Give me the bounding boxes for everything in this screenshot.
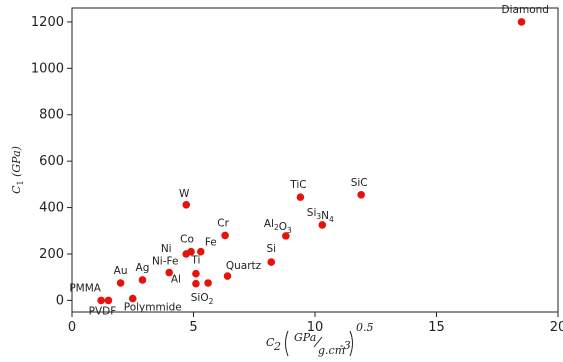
data-point-sic	[357, 191, 365, 199]
x-tick-label: 5	[189, 320, 197, 335]
point-label: SiO2	[191, 292, 214, 306]
data-point-cr	[221, 231, 229, 240]
y-tick-label: 0	[56, 293, 64, 308]
x-tick-label: 10	[307, 320, 324, 335]
data-point-sio2	[204, 279, 212, 287]
y-tick-label: 400	[39, 201, 64, 216]
point-label: TiC	[289, 179, 306, 191]
point-label: Si3N4	[307, 207, 334, 224]
data-point-ag	[138, 276, 147, 284]
y-tick-label: 800	[39, 108, 64, 123]
data-point-diamond	[517, 18, 526, 26]
point-labels: Diamond TiC SiC W Si3N4 Al2O3 Cr Si Co Ni Fe Ni-Fe T…	[69, 4, 549, 317]
point-label: Ti	[190, 255, 200, 267]
y-tick-label: 1000	[31, 61, 64, 76]
svg-text:C: C	[266, 336, 275, 349]
y-axis-label: C1 (GPa)	[10, 146, 25, 194]
data-point-pmma	[97, 296, 105, 305]
point-label: Cr	[217, 217, 229, 229]
x-tick-label: 0	[68, 320, 76, 335]
point-label: Ni-Fe	[152, 256, 179, 268]
point-label: Si	[266, 243, 276, 255]
data-point-w	[182, 200, 191, 209]
point-label: Al	[171, 274, 181, 286]
x-axis-label: C 2 GPa g.cm -3 0.5	[266, 321, 374, 357]
x-tick-label: 20	[550, 320, 563, 335]
data-point-quartz	[223, 272, 232, 280]
data-point-pvdf	[104, 296, 113, 305]
svg-text:0.5: 0.5	[356, 321, 374, 334]
data-point-al	[192, 279, 200, 288]
point-label: SiC	[351, 177, 368, 189]
point-label: Ni	[161, 243, 172, 255]
svg-text:GPa: GPa	[294, 331, 316, 344]
data-point-si	[267, 258, 276, 266]
x-tick-label: 15	[428, 320, 445, 335]
point-label: PMMA	[69, 282, 101, 294]
y-tick-label: 200	[39, 247, 64, 262]
point-label: Au	[114, 265, 128, 277]
point-label: Co	[180, 234, 194, 246]
point-label: Polymmide	[124, 302, 182, 314]
data-point-polymmide	[128, 294, 137, 303]
data-point-tic	[296, 193, 305, 201]
point-label: Quartz	[226, 260, 262, 272]
svg-text:-3: -3	[340, 339, 351, 352]
data-point-al2o3	[282, 232, 290, 240]
svg-text:2: 2	[273, 340, 281, 353]
point-label: Fe	[205, 237, 217, 249]
point-label: Diamond	[502, 4, 549, 16]
y-tick-label: 1200	[31, 15, 64, 30]
data-point-au	[116, 279, 125, 287]
data-point-ti	[192, 269, 200, 278]
svg-text:g.cm: g.cm	[318, 344, 345, 357]
data-point-ni-fe	[165, 268, 173, 277]
data-point-fe	[196, 247, 205, 256]
svg-text:C1 (GPa): C1 (GPa)	[10, 146, 25, 194]
point-label: Al2O3	[264, 218, 292, 235]
point-label: Ag	[136, 262, 150, 274]
y-tick-label: 600	[39, 154, 64, 169]
data-point-si3n4	[318, 221, 327, 229]
data-points	[97, 18, 526, 305]
point-label: W	[179, 188, 190, 200]
data-point-ni	[182, 250, 191, 258]
point-label: PVDF	[89, 305, 117, 317]
